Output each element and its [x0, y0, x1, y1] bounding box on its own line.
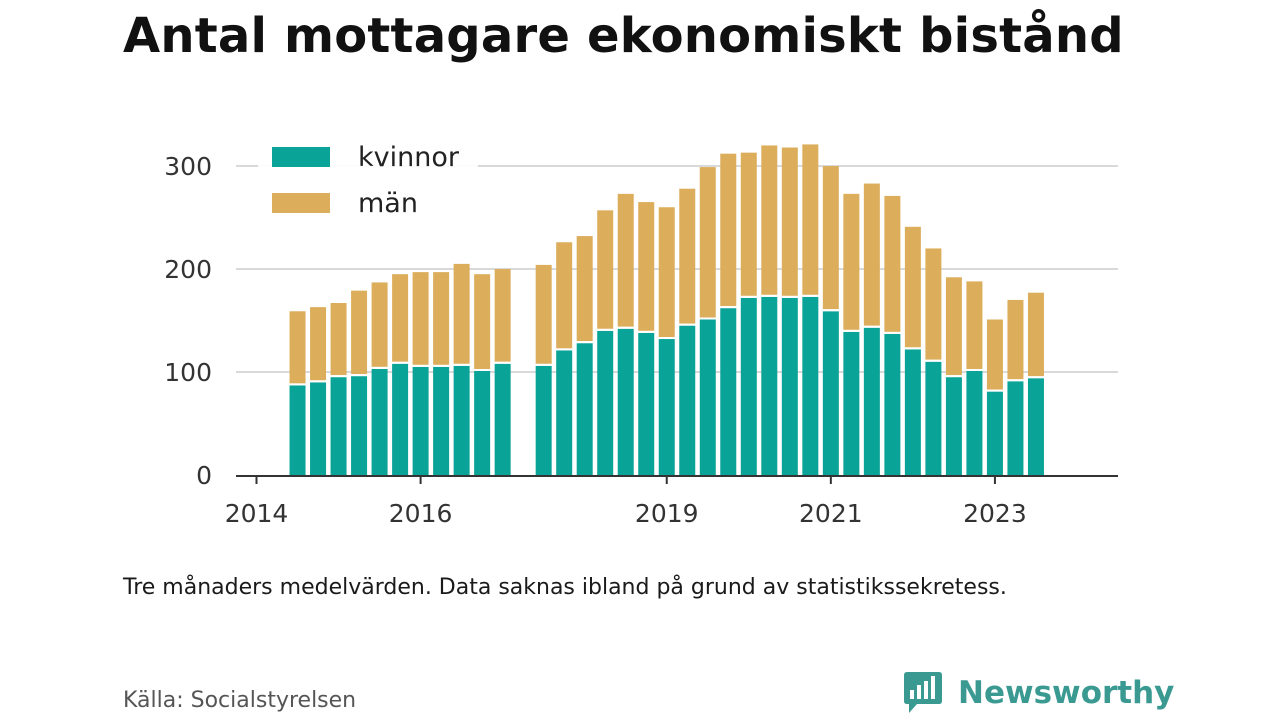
bar-segment-kvinnor — [412, 366, 429, 475]
bar-segment-kvinnor — [843, 331, 860, 475]
bar-segment-män — [699, 167, 716, 318]
bar-segment-män — [351, 290, 368, 375]
bar-segment-män — [843, 193, 860, 330]
bar-segment-kvinnor — [330, 377, 347, 475]
chart-note: Tre månaders medelvärden. Data saknas ib… — [123, 575, 1007, 600]
bar-segment-kvinnor — [617, 328, 634, 475]
bar-segment-kvinnor — [740, 297, 757, 475]
chart-title: Antal mottagare ekonomiskt bistånd — [123, 8, 1124, 64]
bar-segment-män — [822, 166, 839, 310]
bar-segment-kvinnor — [474, 370, 491, 475]
bar-segment-kvinnor — [597, 330, 614, 475]
stacked-bar-chart: 0 100 200 300 2014 2016 2019 2021 2023 kvinnor mä… — [164, 139, 1118, 528]
bar-segment-kvinnor — [904, 349, 921, 475]
bar-segment-män — [884, 195, 901, 332]
bar-segment-kvinnor — [576, 343, 593, 475]
x-tick-label: 2023 — [963, 499, 1027, 528]
bar-segment-kvinnor — [556, 350, 573, 475]
bar-segment-kvinnor — [945, 377, 962, 475]
legend-swatch-kvinnor — [272, 147, 330, 167]
bar-segment-kvinnor — [863, 327, 880, 475]
bar-segment-män — [576, 236, 593, 342]
bar-segment-män — [945, 277, 962, 376]
y-tick-label: 100 — [164, 358, 212, 387]
bar-segment-män — [1007, 299, 1024, 380]
x-tick-label: 2014 — [225, 499, 289, 528]
bar-segment-män — [1027, 292, 1044, 377]
bar-segment-kvinnor — [822, 311, 839, 475]
bar-segment-kvinnor — [986, 391, 1003, 475]
x-tick-label: 2019 — [635, 499, 699, 528]
bar-segment-kvinnor — [679, 325, 696, 475]
bar-segment-kvinnor — [802, 296, 819, 475]
bar-segment-män — [330, 303, 347, 376]
bar-segment-kvinnor — [925, 361, 942, 475]
bar-segment-män — [556, 242, 573, 349]
y-tick-label: 0 — [196, 461, 212, 490]
bar-segment-män — [966, 281, 983, 369]
bar-segment-män — [781, 147, 798, 296]
brand-logo[interactable]: Newsworthy — [902, 670, 1174, 716]
bar-segment-kvinnor — [884, 333, 901, 475]
bar-segment-män — [453, 263, 470, 364]
legend-swatch-män — [272, 193, 330, 213]
bar-segment-män — [904, 226, 921, 348]
bar-segment-kvinnor — [638, 332, 655, 475]
brand-name: Newsworthy — [958, 675, 1175, 711]
bar-segment-män — [761, 145, 778, 295]
y-tick-label: 200 — [164, 255, 212, 284]
bar-segment-män — [433, 272, 450, 365]
bar-segment-kvinnor — [1027, 378, 1044, 475]
bar-segment-män — [863, 183, 880, 326]
bar-segment-män — [597, 210, 614, 329]
bar-segment-kvinnor — [535, 365, 552, 475]
bar-segment-män — [658, 207, 675, 338]
bar-segment-män — [986, 319, 1003, 390]
bar-segment-män — [392, 274, 409, 362]
bar-segment-kvinnor — [699, 319, 716, 475]
bar-segment-män — [310, 307, 327, 381]
bar-segment-kvinnor — [310, 382, 327, 475]
bar-segment-män — [535, 264, 552, 364]
bar-segment-kvinnor — [392, 363, 409, 475]
bar-segment-män — [617, 193, 634, 327]
bar-segment-män — [412, 272, 429, 365]
legend-label-kvinnor: kvinnor — [358, 142, 460, 173]
bar-segment-kvinnor — [658, 339, 675, 475]
x-tick-label: 2021 — [799, 499, 863, 528]
bar-segment-kvinnor — [453, 365, 470, 475]
bar-segment-män — [371, 282, 388, 367]
bar-segment-kvinnor — [720, 308, 737, 475]
bar-segment-män — [289, 311, 306, 384]
bar-segment-kvinnor — [966, 370, 983, 475]
bar-segment-kvinnor — [494, 363, 511, 475]
legend: kvinnor män — [258, 139, 478, 227]
bar-segment-kvinnor — [761, 296, 778, 475]
newsworthy-logo-icon — [904, 672, 942, 713]
bar-segment-män — [720, 153, 737, 307]
x-tick-label: 2016 — [389, 499, 453, 528]
bar-segment-män — [679, 188, 696, 324]
legend-label-män: män — [358, 188, 418, 219]
bar-segment-kvinnor — [351, 376, 368, 475]
bars — [289, 144, 1044, 475]
axes: 0 100 200 300 2014 2016 2019 2021 2023 — [164, 152, 1118, 528]
bar-segment-män — [638, 202, 655, 331]
bar-segment-män — [740, 152, 757, 296]
bar-segment-män — [494, 269, 511, 362]
bar-segment-män — [925, 248, 942, 360]
source-label: Källa: Socialstyrelsen — [123, 688, 357, 713]
y-tick-label: 300 — [164, 152, 212, 181]
bar-segment-män — [474, 274, 491, 369]
bar-segment-kvinnor — [781, 297, 798, 475]
bar-segment-kvinnor — [371, 368, 388, 475]
bar-segment-kvinnor — [1007, 381, 1024, 475]
bar-segment-män — [802, 144, 819, 295]
bar-segment-kvinnor — [289, 385, 306, 475]
bar-segment-kvinnor — [433, 366, 450, 475]
